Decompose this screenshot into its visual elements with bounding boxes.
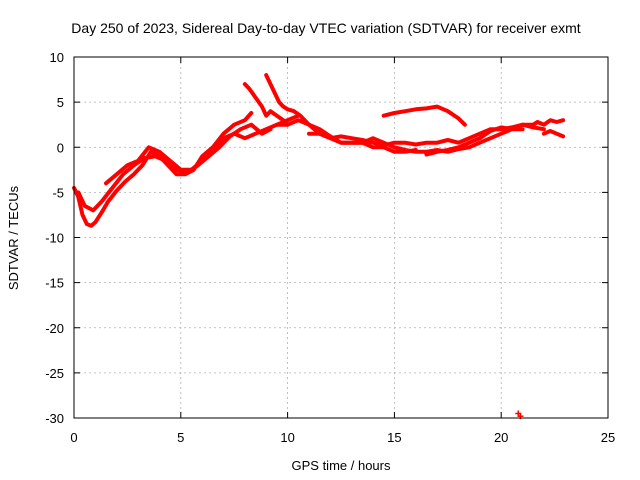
series-track-4	[242, 82, 290, 127]
y-tick-label: 0	[57, 140, 64, 155]
x-tick-label: 5	[177, 430, 184, 445]
x-tick-label: 10	[280, 430, 294, 445]
series-track-2	[76, 122, 273, 213]
data-series	[72, 73, 566, 228]
series-track-11	[541, 129, 566, 139]
x-axis-label: GPS time / hours	[292, 458, 391, 473]
y-tick-label: -15	[45, 276, 64, 291]
series-track-9	[424, 122, 546, 157]
series-track-3	[104, 113, 301, 186]
y-tick-label: 10	[50, 50, 64, 65]
series-track-1	[72, 111, 254, 228]
y-axis-label: SDTVAR / TECUs	[6, 185, 21, 290]
series-track-8	[381, 104, 467, 127]
chart-title: Day 250 of 2023, Sidereal Day-to-day VTE…	[71, 20, 580, 36]
y-tick-label: -20	[45, 321, 64, 336]
grid	[74, 57, 608, 418]
y-tick-label: -10	[45, 231, 64, 246]
y-tick-label: 5	[57, 95, 64, 110]
x-tick-label: 25	[601, 430, 615, 445]
series-track-10	[531, 118, 566, 127]
x-tick-label: 20	[494, 430, 508, 445]
y-tick-label: -30	[45, 411, 64, 426]
x-tick-label: 15	[387, 430, 401, 445]
plot-frame	[73, 56, 609, 419]
y-tick-labels: 10 5 0 -5 -10 -15 -20 -25 -30	[45, 50, 64, 426]
y-tick-label: -25	[45, 366, 64, 381]
x-tick-labels: 0 5 10 15 20 25	[70, 430, 615, 445]
y-tick-label: -5	[52, 185, 64, 200]
x-tick-label: 0	[70, 430, 77, 445]
series-track-6	[274, 118, 525, 154]
